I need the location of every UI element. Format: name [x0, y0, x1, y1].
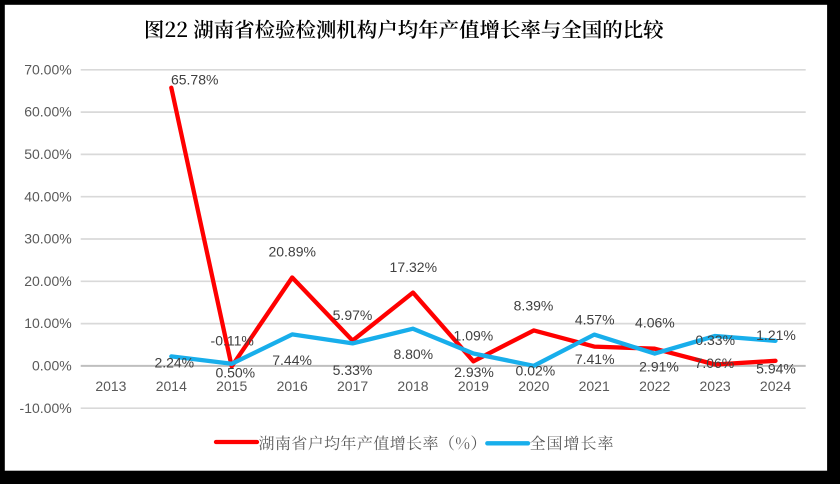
svg-text:-0.11%: -0.11% — [211, 333, 254, 349]
svg-text:8.39%: 8.39% — [514, 298, 554, 314]
svg-text:2024: 2024 — [760, 378, 791, 394]
svg-text:2.91%: 2.91% — [639, 359, 679, 375]
svg-text:2014: 2014 — [156, 378, 187, 394]
svg-text:0.00%: 0.00% — [32, 358, 72, 374]
svg-text:70.00%: 70.00% — [24, 61, 71, 77]
svg-text:5.94%: 5.94% — [756, 360, 796, 376]
svg-text:7.41%: 7.41% — [575, 351, 615, 367]
svg-text:2019: 2019 — [458, 378, 489, 394]
svg-text:2.93%: 2.93% — [454, 364, 494, 380]
svg-text:4.57%: 4.57% — [575, 311, 615, 327]
svg-text:2021: 2021 — [579, 378, 610, 394]
svg-text:20.89%: 20.89% — [268, 244, 315, 260]
svg-text:2020: 2020 — [518, 378, 549, 394]
svg-text:0.50%: 0.50% — [215, 365, 255, 381]
svg-text:2018: 2018 — [397, 378, 428, 394]
svg-text:2023: 2023 — [700, 378, 731, 394]
svg-text:60.00%: 60.00% — [24, 104, 71, 120]
svg-text:50.00%: 50.00% — [24, 146, 71, 162]
svg-text:30.00%: 30.00% — [24, 231, 71, 247]
svg-text:2017: 2017 — [337, 378, 368, 394]
svg-text:2015: 2015 — [216, 378, 247, 394]
svg-text:20.00%: 20.00% — [24, 273, 71, 289]
svg-text:8.80%: 8.80% — [393, 346, 433, 362]
svg-text:40.00%: 40.00% — [24, 188, 71, 204]
svg-text:2013: 2013 — [95, 378, 126, 394]
svg-text:7.44%: 7.44% — [272, 352, 312, 368]
svg-text:10.00%: 10.00% — [24, 315, 71, 331]
svg-text:4.06%: 4.06% — [635, 314, 675, 330]
svg-text:2.24%: 2.24% — [154, 355, 194, 371]
svg-text:1.21%: 1.21% — [756, 327, 796, 343]
svg-text:1.09%: 1.09% — [454, 327, 494, 343]
svg-text:17.32%: 17.32% — [390, 259, 437, 275]
svg-text:2016: 2016 — [277, 378, 308, 394]
svg-text:-10.00%: -10.00% — [20, 400, 72, 416]
svg-text:7.06%: 7.06% — [695, 355, 735, 371]
svg-text:5.97%: 5.97% — [333, 307, 373, 323]
svg-text:0.33%: 0.33% — [695, 332, 735, 348]
svg-text:65.78%: 65.78% — [171, 72, 218, 88]
svg-text:5.33%: 5.33% — [333, 362, 373, 378]
svg-text:2022: 2022 — [639, 378, 670, 394]
svg-text:0.02%: 0.02% — [516, 363, 556, 379]
